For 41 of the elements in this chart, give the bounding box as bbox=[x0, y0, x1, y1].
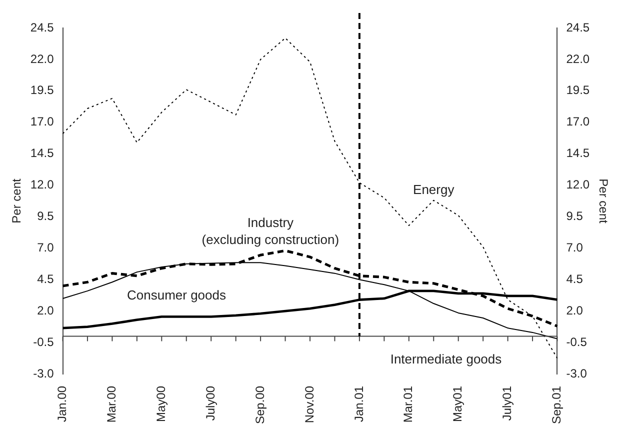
x-tick-label: July00 bbox=[203, 386, 218, 421]
y2-tick-label: 2.0 bbox=[566, 303, 584, 318]
x-tick-label: Sep.01 bbox=[550, 386, 564, 424]
y-tick-label: 4.5 bbox=[37, 272, 54, 286]
x-tick-label: May00 bbox=[154, 386, 168, 422]
y-tick-label: 14.5 bbox=[30, 146, 54, 160]
x-tick-label: Jan.00 bbox=[55, 386, 70, 422]
x-tick-label: Nov.00 bbox=[302, 386, 316, 424]
y2-tick-label: -3.0 bbox=[566, 366, 588, 380]
y2-tick-label: -0.5 bbox=[566, 334, 588, 349]
series-label: Consumer goods bbox=[126, 288, 226, 303]
y-tick-label: 19.5 bbox=[30, 83, 54, 98]
y-tick-label: 2.0 bbox=[37, 303, 54, 318]
y2-tick-label: 4.5 bbox=[566, 272, 584, 286]
y-tick-label: 9.5 bbox=[37, 209, 54, 224]
x-tick-label: Mar.01 bbox=[401, 386, 416, 423]
y2-tick-label: 9.5 bbox=[566, 209, 584, 224]
y-tick-label: 17.0 bbox=[30, 114, 54, 129]
series-label: Energy bbox=[413, 182, 455, 197]
y-tick-label: 7.0 bbox=[37, 240, 54, 254]
y-tick-label: 22.0 bbox=[30, 52, 54, 66]
x-tick-label: Sep.00 bbox=[252, 386, 267, 424]
y-tick-label: 24.5 bbox=[30, 20, 54, 34]
y2-tick-label: 19.5 bbox=[566, 83, 590, 98]
y2-tick-label: 14.5 bbox=[566, 146, 590, 160]
y-tick-label: -3.0 bbox=[33, 366, 54, 380]
x-tick-label: May01 bbox=[450, 386, 465, 422]
series-label: Intermediate goods bbox=[390, 352, 502, 367]
y-axis-title: Per cent bbox=[10, 178, 24, 224]
y-tick-label: 12.0 bbox=[30, 178, 54, 192]
y2-tick-label: 7.0 bbox=[566, 240, 584, 254]
y2-tick-label: 24.5 bbox=[566, 20, 590, 34]
x-tick-label: Mar.00 bbox=[104, 386, 119, 423]
y2-tick-label: 22.0 bbox=[566, 52, 590, 66]
series-label: Industry (excluding construction) bbox=[202, 214, 340, 247]
y2-tick-label: 17.0 bbox=[566, 114, 590, 129]
y2-axis-title: Per cent bbox=[596, 178, 610, 224]
y-tick-label: -0.5 bbox=[33, 334, 54, 349]
x-tick-label: July01 bbox=[500, 386, 514, 421]
y2-tick-label: 12.0 bbox=[566, 178, 590, 192]
x-tick-label: Jan.01 bbox=[352, 386, 366, 422]
